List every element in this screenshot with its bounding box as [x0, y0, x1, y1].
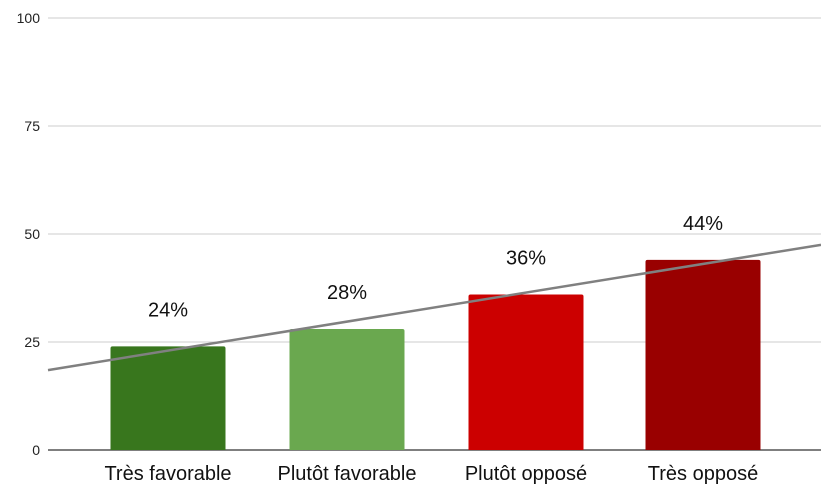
- y-tick-label: 25: [24, 334, 40, 350]
- y-tick-label: 50: [24, 226, 40, 242]
- category-labels: Très favorable Plutôt favorable Plutôt opp…: [104, 463, 758, 485]
- y-axis-tick-labels: 0 25 50 75 100: [17, 10, 41, 458]
- y-tick-label: 100: [17, 10, 41, 26]
- trendline-group: [47, 243, 821, 372]
- category-label: Très opposé: [648, 463, 758, 485]
- data-label: 44%: [683, 213, 723, 235]
- bar-plutot-oppose: [468, 294, 584, 450]
- y-tick-label: 75: [24, 118, 40, 134]
- bar-tres-favorable: [110, 346, 226, 450]
- bar-plutot-favorable: [289, 329, 405, 450]
- category-label: Plutôt favorable: [278, 463, 417, 485]
- data-label: 24%: [148, 299, 188, 321]
- data-label: 36%: [506, 247, 546, 269]
- data-labels: 24% 28% 36% 44%: [148, 213, 723, 321]
- trendline: [47, 243, 821, 372]
- y-tick-label: 0: [32, 442, 40, 458]
- bars: [110, 259, 761, 450]
- category-label: Plutôt opposé: [465, 463, 587, 485]
- category-label: Très favorable: [104, 463, 231, 485]
- bar-tres-oppose: [645, 259, 761, 450]
- data-label: 28%: [327, 282, 367, 304]
